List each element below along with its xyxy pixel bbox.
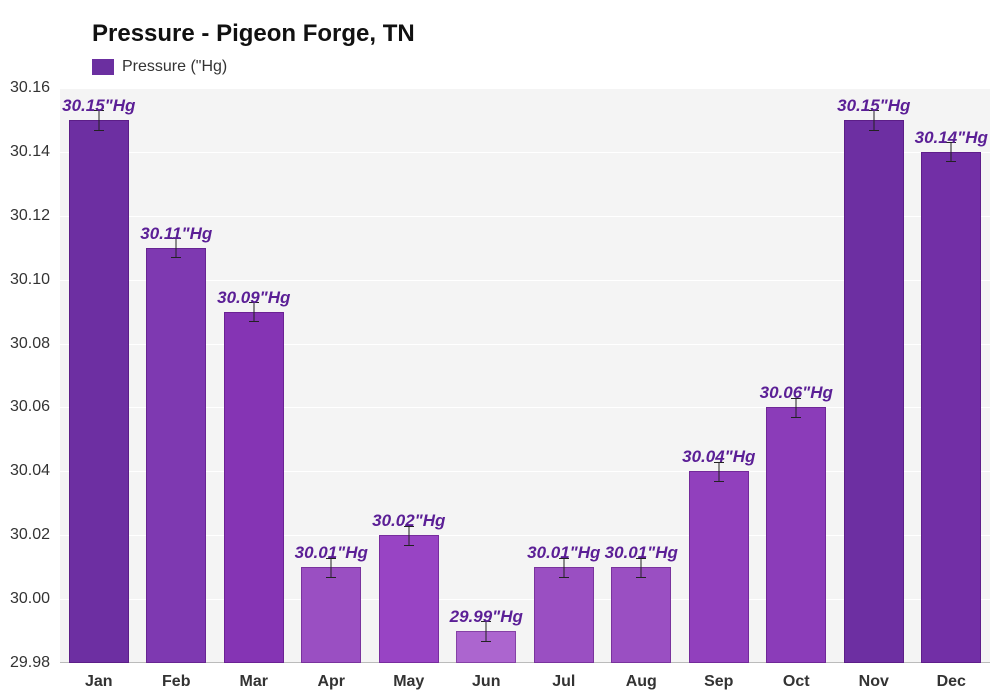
data-label: 30.11"Hg	[140, 224, 212, 244]
x-tick-label: Jun	[472, 663, 500, 691]
y-tick-label: 30.16	[10, 79, 60, 97]
error-cap	[869, 130, 879, 131]
data-label: 30.06"Hg	[760, 383, 833, 403]
x-tick-label: Jan	[85, 663, 113, 691]
error-cap	[559, 577, 569, 578]
y-tick-label: 30.14	[10, 143, 60, 161]
bar	[301, 567, 361, 663]
x-tick-label: Aug	[626, 663, 657, 691]
x-tick-label: May	[393, 663, 424, 691]
x-tick-label: Feb	[162, 663, 190, 691]
x-tick-label: Nov	[859, 663, 889, 691]
bar	[69, 120, 129, 663]
bar	[689, 471, 749, 663]
pressure-chart: Pressure - Pigeon Forge, TN Pressure ("H…	[0, 0, 1000, 700]
x-tick-label: Mar	[240, 663, 268, 691]
bar	[146, 248, 206, 663]
bar	[844, 120, 904, 663]
x-tick-label: Jul	[552, 663, 575, 691]
y-tick-label: 30.10	[10, 271, 60, 289]
bar	[921, 152, 981, 663]
data-label: 30.15"Hg	[837, 96, 910, 116]
y-tick-label: 30.08	[10, 335, 60, 353]
chart-title: Pressure - Pigeon Forge, TN	[92, 20, 415, 48]
y-tick-label: 30.06	[10, 398, 60, 416]
legend-label: Pressure ("Hg)	[122, 58, 227, 76]
data-label: 30.09"Hg	[217, 288, 290, 308]
error-cap	[946, 161, 956, 162]
bar	[534, 567, 594, 663]
y-tick-label: 30.04	[10, 462, 60, 480]
data-label: 30.01"Hg	[605, 543, 678, 563]
gridline	[60, 88, 990, 89]
data-label: 30.02"Hg	[372, 511, 445, 531]
legend: Pressure ("Hg)	[92, 58, 227, 76]
bar	[611, 567, 671, 663]
data-label: 30.14"Hg	[915, 128, 988, 148]
bar	[224, 312, 284, 663]
y-tick-label: 29.98	[10, 654, 60, 672]
y-tick-label: 30.00	[10, 590, 60, 608]
y-tick-label: 30.12	[10, 207, 60, 225]
data-label: 30.01"Hg	[295, 543, 368, 563]
data-label: 30.15"Hg	[62, 96, 135, 116]
x-tick-label: Oct	[783, 663, 810, 691]
y-tick-label: 30.02	[10, 526, 60, 544]
x-tick-label: Dec	[937, 663, 966, 691]
data-label: 29.99"Hg	[450, 607, 523, 627]
gridline	[60, 663, 990, 664]
error-cap	[326, 577, 336, 578]
x-tick-label: Sep	[704, 663, 733, 691]
error-cap	[791, 417, 801, 418]
error-cap	[636, 577, 646, 578]
legend-swatch	[92, 59, 114, 75]
error-cap	[714, 481, 724, 482]
error-cap	[481, 641, 491, 642]
bar	[379, 535, 439, 663]
x-tick-label: Apr	[317, 663, 345, 691]
error-cap	[404, 545, 414, 546]
error-cap	[171, 257, 181, 258]
error-cap	[249, 321, 259, 322]
bar	[766, 407, 826, 663]
error-cap	[94, 130, 104, 131]
data-label: 30.01"Hg	[527, 543, 600, 563]
plot-area: 29.9830.0030.0230.0430.0630.0830.1030.12…	[60, 88, 990, 663]
data-label: 30.04"Hg	[682, 447, 755, 467]
